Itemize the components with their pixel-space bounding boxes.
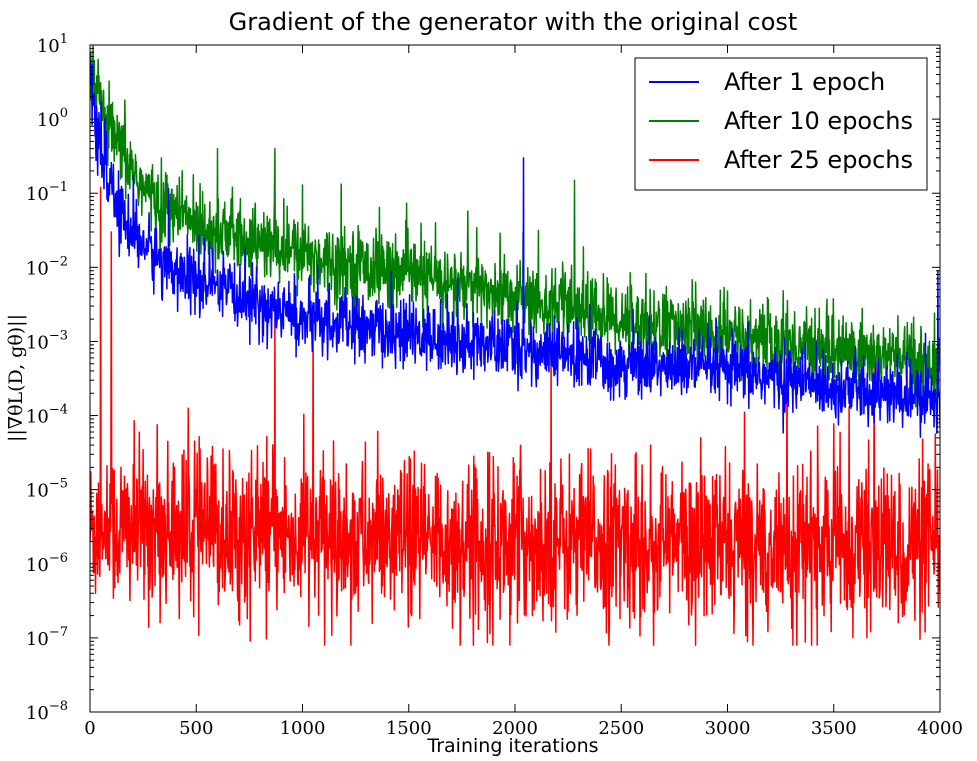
legend-label-1: After 1 epoch [724,68,885,96]
y-axis: 10−8 10−7 10−6 10−5 10−4 10−3 10−2 10−1 100 101 [26,32,940,724]
chart-title: Gradient of the generator with the origi… [229,8,798,36]
y-tick-label: 10−4 [26,403,68,428]
y-tick-label: 10−8 [26,699,68,724]
y-tick-label: 10−5 [26,477,68,502]
legend-label-2: After 10 epochs [724,107,913,135]
y-tick-label: 100 [37,106,68,131]
y-tick-label: 10−6 [26,551,68,576]
y-axis-label: ||∇θL(D, gθ)|| [5,314,27,442]
y-tick-label: 10−3 [26,328,68,353]
x-axis-label: Training iterations [426,735,598,757]
legend-box [634,57,928,191]
x-tick-label: 1500 [386,718,432,739]
y-tick-label: 10−7 [26,625,68,650]
x-tick-label: 2000 [492,718,538,739]
legend-label-3: After 25 epochs [724,146,913,174]
x-tick-label: 500 [179,718,213,739]
legend: After 1 epoch After 10 epochs After 25 epo… [634,57,928,191]
x-axis: 0 500 1000 1500 2000 2500 3000 3500 4000 [84,45,963,739]
y-tick-label: 10−1 [26,180,68,205]
x-tick-label: 3000 [705,718,751,739]
x-tick-label: 4000 [917,718,963,739]
x-tick-label: 3500 [811,718,857,739]
x-tick-label: 1000 [280,718,326,739]
x-tick-label: 2500 [598,718,644,739]
y-tick-label: 101 [37,32,68,57]
y-tick-label: 10−2 [26,254,68,279]
plot-area [89,44,941,713]
x-tick-label: 0 [84,718,95,739]
series-line-2 [90,45,940,408]
series-line-3 [90,186,940,646]
series-line-1 [90,59,940,438]
